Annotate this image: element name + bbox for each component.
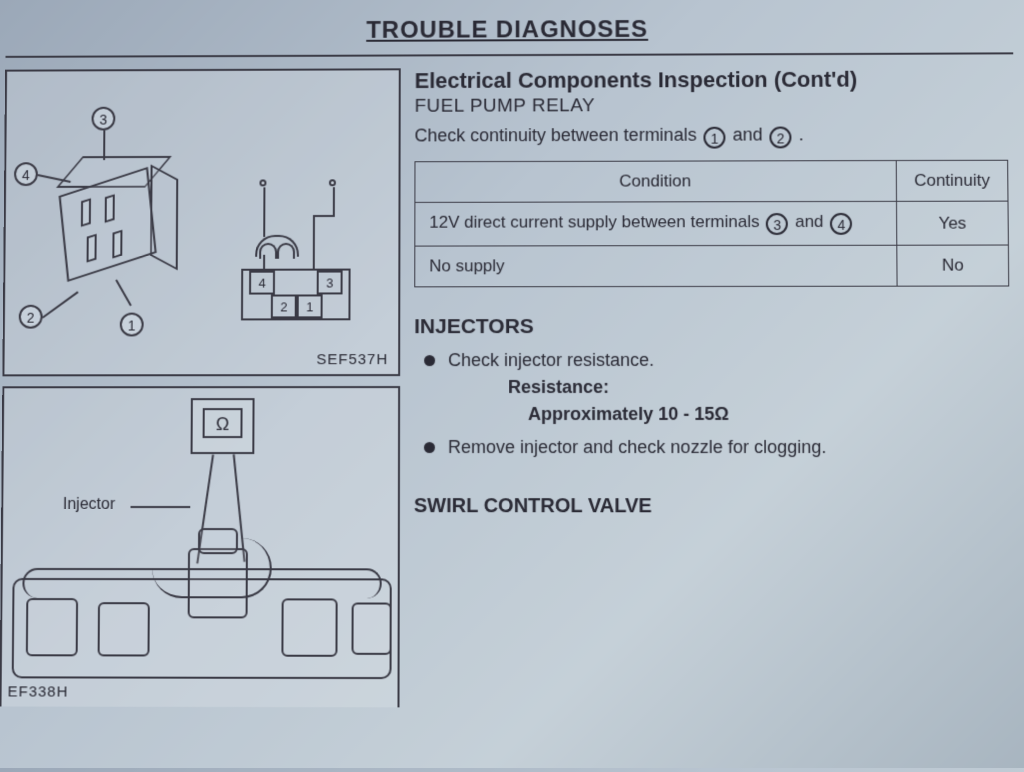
continuity-table: Condition Continuity 12V direct current … [414,160,1009,288]
schematic-pin-4: 4 [249,271,275,295]
figure-injector: Ω Injector EF338H [0,386,400,707]
divider [5,52,1013,57]
relay-schematic: 4 3 2 1 [221,159,371,328]
row2-continuity: No [897,245,1009,286]
col-condition: Condition [415,161,897,203]
row1-and: and [795,212,824,231]
injectors-heading: INJECTORS [414,315,1010,340]
section-title: Electrical Components Inspection (Cont'd… [415,66,1008,94]
injectors-list: Check injector resistance. Resistance: A… [414,347,1011,462]
schematic-pin-2: 2 [271,294,297,318]
terminal-2-icon: 2 [770,127,792,149]
terminal-4-icon: 4 [830,213,852,235]
callout-1: 1 [120,313,144,337]
figure-code-1: SEF537H [316,351,388,368]
row1-continuity: Yes [897,201,1009,245]
schematic-pin-1: 1 [297,294,323,318]
figure-relay: 4 3 2 1 4 [2,68,400,376]
row2-condition: No supply [415,245,897,287]
terminal-1-icon: 1 [704,127,726,149]
figures-column: 4 3 2 1 4 [0,68,401,717]
section-subtitle: FUEL PUMP RELAY [415,94,1008,118]
bullet1-text: Check injector resistance. [448,350,654,370]
instruction-end: . [799,124,804,144]
ohmmeter-display: Ω [203,408,243,438]
callout-4: 4 [14,162,38,186]
relay-3d-drawing [33,150,183,309]
resistance-value: Approximately 10 - 15Ω [528,404,729,424]
callout-3: 3 [91,107,115,131]
content-area: 4 3 2 1 4 [0,66,1019,719]
ohmmeter-icon: Ω [191,398,255,454]
terminal-3-icon: 3 [766,213,788,235]
swirl-heading: SWIRL CONTROL VALVE [414,495,1011,518]
text-column: Electrical Components Inspection (Cont'd… [414,66,1020,719]
bullet-resistance: Check injector resistance. Resistance: A… [420,347,1010,428]
schematic-pin-3: 3 [317,271,343,295]
col-continuity: Continuity [896,160,1008,201]
instruction-line: Check continuity between terminals 1 and… [414,124,1008,149]
figure-code-2: EF338H [8,683,69,700]
page-header: TROUBLE DIAGNOSES [5,9,1013,46]
callout-2: 2 [19,305,43,329]
instruction-pre: Check continuity between terminals [415,125,697,146]
injector-label: Injector [63,496,115,514]
row1-pre: 12V direct current supply between termin… [429,212,759,232]
resistance-label: Resistance: [508,377,609,397]
instruction-and: and [733,125,763,145]
row1-condition: 12V direct current supply between termin… [415,201,897,246]
bullet-clogging: Remove injector and check nozzle for clo… [420,434,1011,461]
